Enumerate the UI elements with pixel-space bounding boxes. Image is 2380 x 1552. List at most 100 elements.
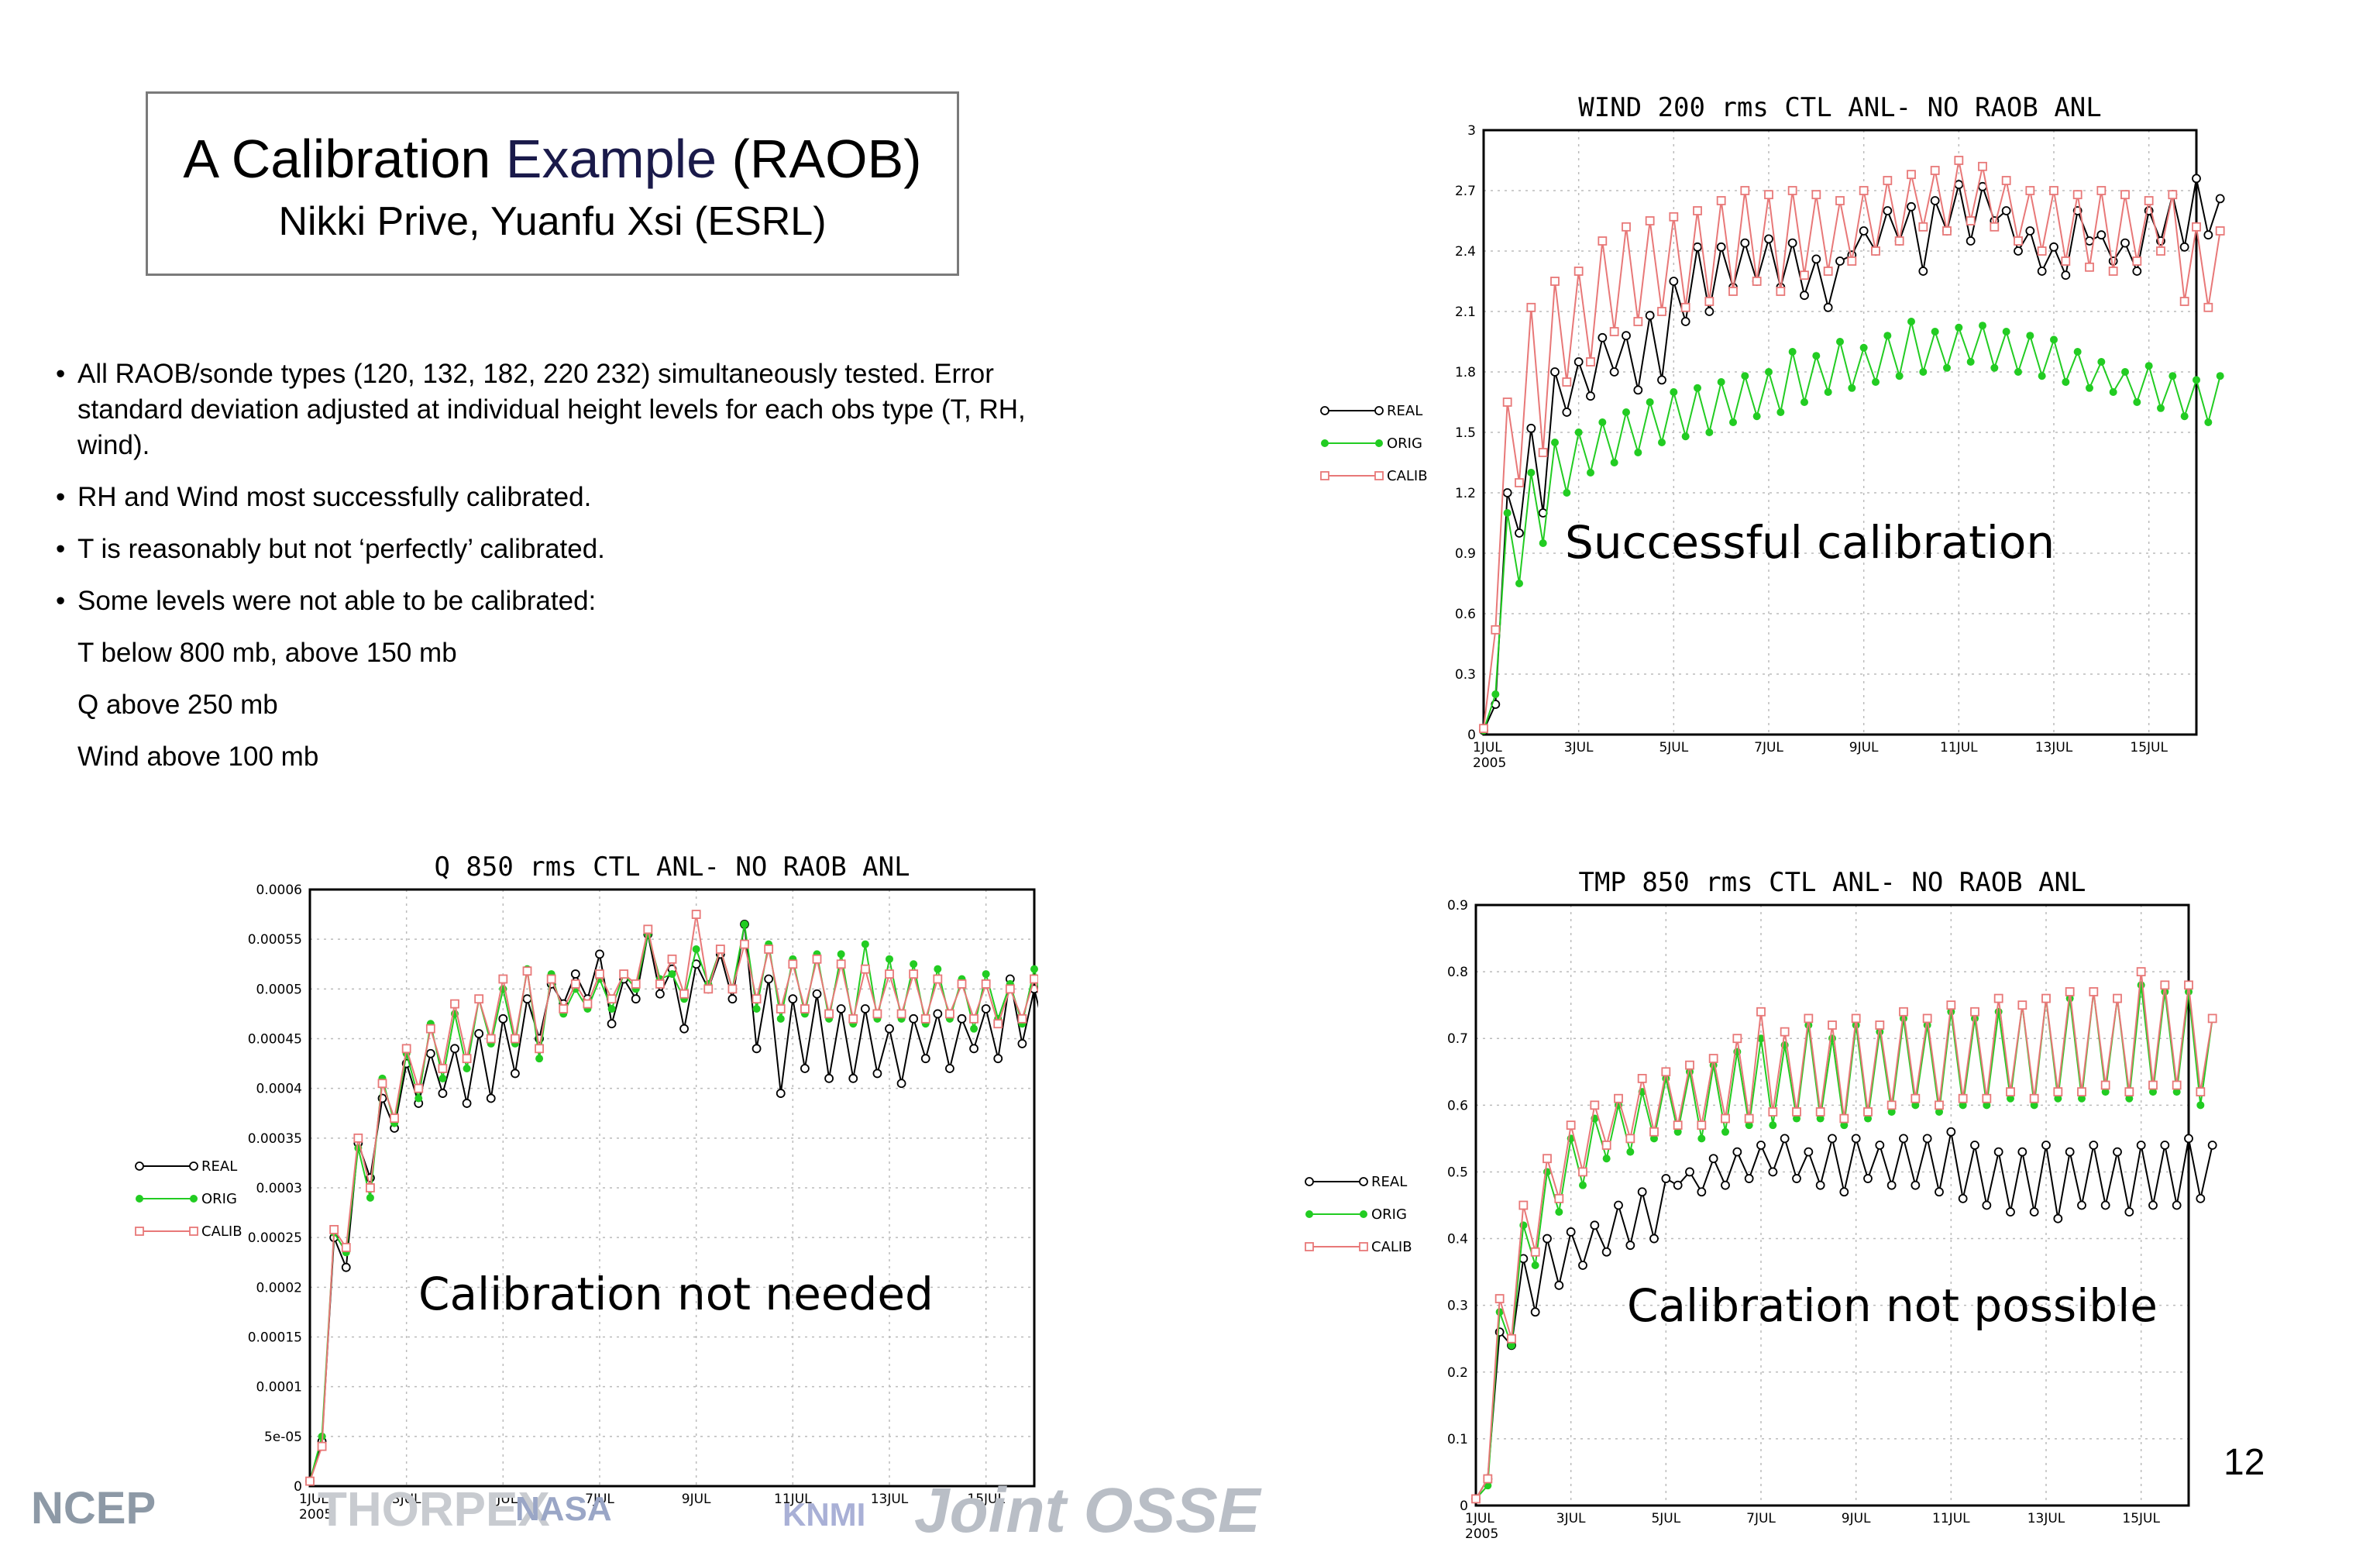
x-tick-year: 2005 [299,1507,332,1519]
legend-label: ORIG [1371,1206,1407,1223]
data-point [414,1083,424,1093]
data-point [1947,1007,1955,1016]
legend-label: REAL [1371,1174,1407,1190]
data-point [1983,1101,1991,1110]
data-point [837,950,845,958]
gridlines [309,889,1034,1487]
data-point [2109,388,2117,396]
legend-marker [136,1195,143,1203]
series-calib [305,910,1038,1486]
y-tick-label: 2.7 [1455,184,1476,199]
data-point [1907,201,1916,212]
data-point [2001,206,2011,215]
data-point [885,1024,894,1034]
data-point [2179,242,2189,252]
data-point [1530,1247,1540,1257]
y-tick-label: 1.8 [1455,365,1476,380]
data-point [1598,418,1607,426]
data-point [957,979,967,989]
y-tick-label: 0.9 [1455,546,1476,562]
data-point [2215,226,2225,236]
legend: REAL ORIG CALIB [135,1158,242,1240]
data-point [1645,216,1655,225]
data-point [1574,428,1583,436]
data-point [2085,236,2094,246]
data-point [1895,372,1904,380]
data-point [764,945,774,954]
data-point [353,1133,363,1143]
data-point [439,1074,447,1082]
data-point [1935,1100,1944,1110]
x-tick-label: 13JUL [871,1492,909,1507]
data-point [2121,368,2129,376]
data-point [1661,1067,1671,1077]
data-point [2014,246,2023,256]
x-tick-label: 3JUL [1564,740,1594,755]
data-point [1887,1107,1896,1116]
data-point [1587,469,1594,477]
data-point [2184,980,2193,990]
data-point [1637,1073,1647,1083]
data-point [1657,307,1666,316]
data-point [910,960,918,969]
data-point [2100,1080,2110,1090]
legend-marker [1374,406,1384,415]
x-tick-label: 9JUL [682,1492,711,1507]
data-point [570,969,580,979]
data-point [425,1024,435,1034]
data-point [957,1013,967,1024]
x-tick-label: 3JUL [392,1492,421,1507]
data-point [909,1013,919,1024]
x-tick-label: 13JUL [2027,1511,2065,1526]
data-point [511,1069,520,1079]
y-tick-label: 2.1 [1455,305,1476,320]
y-tick-label: 0.6 [1447,1098,1468,1113]
data-point [1708,1054,1718,1063]
data-point [2038,372,2046,380]
series-real [305,920,1038,1486]
data-point [969,1044,978,1054]
knmi-logo: KNMI [782,1496,866,1533]
x-tick-label: 11JUL [1940,740,1978,755]
data-point [1669,212,1679,222]
x-tick-label: 1JUL [299,1492,328,1507]
sub-item: Q above 250 mb [77,690,278,720]
data-point [1590,1220,1600,1230]
data-point [1756,1007,1766,1017]
data-point [1875,1141,1885,1150]
data-point [1907,170,1916,180]
data-point [463,1065,471,1072]
data-point [2089,987,2099,996]
data-point [522,994,532,1004]
x-tick-year: 2005 [1473,755,1506,771]
data-point [1899,1007,1908,1017]
y-tick-label: 0.00025 [248,1230,302,1246]
data-point [885,969,894,979]
bullet-item: Some levels were not able to be calibrat… [56,583,1047,619]
x-tick-year: 2005 [1465,1526,1498,1542]
data-point [1685,1060,1694,1070]
series-calib [1479,156,2225,734]
data-point [800,1004,810,1013]
plot-frame [308,888,1036,1488]
data-point [1708,1154,1718,1164]
data-point [1526,423,1536,433]
data-point [2065,1147,2075,1157]
data-point [751,1044,762,1054]
data-point [317,1441,327,1451]
data-point [1966,216,1976,225]
data-point [631,979,641,989]
data-point [800,1064,810,1073]
title-part-3: (RAOB) [717,129,922,189]
data-point [2029,1093,2039,1103]
data-point [1793,1114,1800,1123]
data-point [1721,1180,1730,1190]
data-point [679,1024,689,1034]
series-orig [1480,318,2224,735]
data-point [498,1013,508,1024]
data-point [2204,418,2213,426]
data-point [824,1009,834,1019]
data-point [1922,1013,1932,1024]
data-point [1685,1167,1694,1177]
data-point [1740,186,1750,195]
